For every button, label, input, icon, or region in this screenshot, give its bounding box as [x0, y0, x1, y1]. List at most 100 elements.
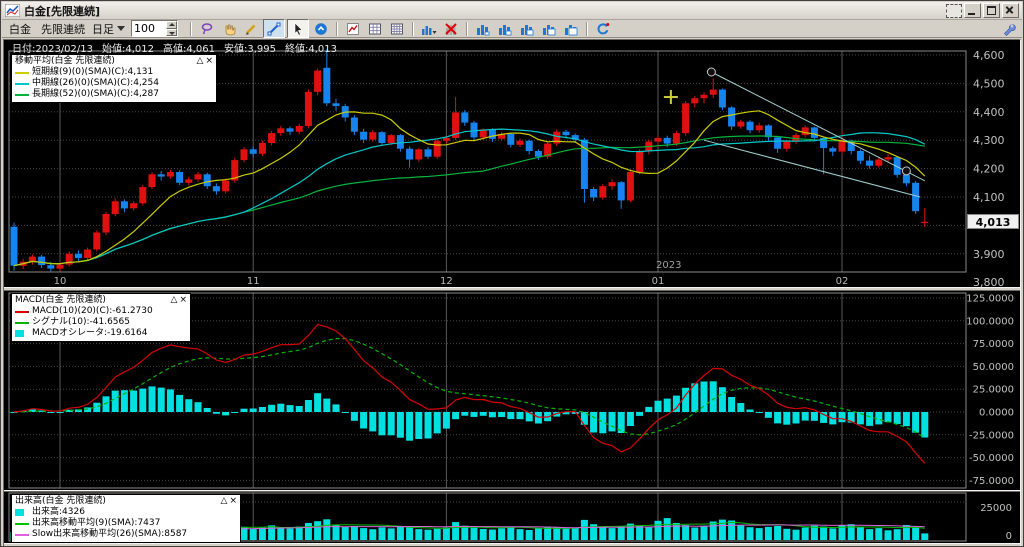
series-label[interactable]: 先限連続: [41, 22, 85, 36]
layout-icon-button[interactable]: [946, 3, 962, 18]
circle-arrow-icon: [315, 22, 327, 35]
trendline-handle[interactable]: [706, 67, 716, 77]
legend-collapse-button[interactable]: △: [220, 496, 228, 506]
quote-date: 日付:2023/02/13: [12, 44, 94, 55]
trendline-tool-button[interactable]: [263, 19, 285, 38]
svg-text:4,300: 4,300: [973, 134, 1005, 147]
volume-legend-title: 出来高(白金 先限連続): [15, 496, 106, 506]
svg-text:10: 10: [54, 276, 67, 287]
moving-average-lines: [13, 110, 926, 267]
cursor-select-tool-button[interactable]: [287, 19, 309, 38]
svg-text:4,100: 4,100: [973, 191, 1005, 204]
layout-2-icon: [499, 24, 512, 35]
ma-short-line: [13, 110, 926, 267]
svg-text:0.0000: 0.0000: [979, 408, 1014, 419]
lasso-select-tool-button[interactable]: [197, 20, 217, 37]
hand-pan-tool-button[interactable]: [219, 20, 239, 37]
grid-dense-icon: [391, 23, 403, 34]
chart-window-icon: [347, 22, 359, 35]
toolbar: 白金 先限連続 日足: [2, 19, 1022, 40]
legend-collapse-button[interactable]: △: [170, 295, 178, 305]
scroll-mode-button[interactable]: [311, 20, 331, 37]
legend-collapse-button[interactable]: △: [196, 56, 204, 66]
bottom-frame: [4, 543, 1020, 546]
svg-text:100.0000: 100.0000: [966, 316, 1014, 327]
svg-text:50.0000: 50.0000: [973, 362, 1014, 373]
svg-text:4,600: 4,600: [973, 49, 1005, 62]
grid-large-button[interactable]: [387, 20, 407, 37]
cursor-icon: [294, 21, 303, 36]
quote-info-bar: 日付:2023/02/13 始値:4,012 高値:4,061 安値:3,995 終値:…: [12, 40, 346, 55]
quote-open: 始値:4,012: [102, 44, 155, 55]
window-title: 白金[先限連続]: [24, 4, 101, 18]
legend-item: MACDオシレータ:-19.6164: [15, 328, 187, 339]
minimize-button[interactable]: [964, 3, 981, 18]
timeframe-select[interactable]: 日足: [92, 21, 125, 37]
trendline[interactable]: [711, 71, 926, 182]
settings-wrench-button[interactable]: [1002, 21, 1016, 40]
legend-item: 出来高:4326: [15, 507, 237, 518]
refresh-button[interactable]: [593, 20, 613, 37]
svg-text:01: 01: [652, 276, 665, 287]
legend-item: 長期線(52)(0)(SMA)(C):4,287: [15, 89, 213, 100]
trendline[interactable]: [703, 139, 921, 198]
pencil-tool-button[interactable]: [241, 20, 261, 37]
macd-legend: MACD(白金 先限連続) △ × MACD(10)(20)(C):-61.273…: [11, 293, 191, 342]
macd-axis-labels: 125.0000 100.0000 75.0000 50.0000 25.0000 0.0…: [966, 294, 1014, 487]
svg-text:0: 0: [1006, 531, 1012, 542]
layout-preset-5-button[interactable]: [561, 20, 581, 37]
layout-preset-3-button[interactable]: [517, 20, 537, 37]
macd-legend-title: MACD(白金 先限連続): [15, 295, 106, 305]
price-axis-labels: 4,600 4,500 4,400 4,300 4,200 4,100 3,900 3,800: [973, 49, 1005, 287]
svg-text:11: 11: [247, 276, 260, 287]
drawn-annotations: [703, 67, 926, 198]
svg-text:12: 12: [440, 276, 453, 287]
macd-signal-line: [13, 337, 926, 439]
pencil-icon: [246, 24, 256, 35]
legend-close-button[interactable]: ×: [205, 56, 213, 66]
bar-count-stepper: [131, 20, 178, 37]
grid-small-button[interactable]: [365, 20, 385, 37]
spin-up-button[interactable]: [166, 21, 177, 29]
panel-separator[interactable]: [4, 287, 1020, 291]
current-price-tag: 4,013: [967, 214, 1019, 229]
spin-down-button[interactable]: [166, 28, 177, 36]
ma-legend: 移動平均(白金 先限連続) △ × 短期線(9)(0)(SMA)(C):4,131…: [11, 54, 217, 103]
delete-chart-icon: [445, 22, 457, 35]
legend-item: 中期線(26)(0)(SMA)(C):4,254: [15, 78, 213, 89]
instrument-label[interactable]: 白金: [9, 22, 31, 36]
ma-legend-title: 移動平均(白金 先限連続): [15, 56, 115, 66]
chart-style-button[interactable]: [419, 20, 439, 37]
legend-close-button[interactable]: ×: [179, 295, 187, 305]
legend-item: シグナル(10):-41.6565: [15, 317, 187, 328]
chevron-down-icon: [117, 26, 125, 31]
svg-text:75.0000: 75.0000: [973, 339, 1014, 350]
layout-preset-2-button[interactable]: [495, 20, 515, 37]
panel-separator[interactable]: [4, 490, 1020, 492]
remove-indicator-button[interactable]: [441, 20, 461, 37]
volume-axis-labels: 25000 0: [980, 503, 1012, 542]
layout-preset-4-button[interactable]: [539, 20, 559, 37]
quote-close: 終値:4,013: [285, 44, 338, 55]
new-chart-button[interactable]: [343, 20, 363, 37]
bar-chart-icon: [422, 25, 437, 35]
layout-preset-1-button[interactable]: [473, 20, 493, 37]
svg-text:25000: 25000: [980, 503, 1012, 514]
bar-count-input[interactable]: [132, 21, 166, 36]
legend-close-button[interactable]: ×: [229, 496, 237, 506]
macd-histogram: [10, 381, 929, 441]
quote-low: 安値:3,995: [224, 44, 277, 55]
svg-text:3,800: 3,800: [973, 276, 1005, 287]
svg-text:-25.0000: -25.0000: [969, 430, 1014, 441]
trendline-handle[interactable]: [901, 166, 911, 176]
time-axis-labels: 10 11 12 01 02 2023: [54, 260, 849, 287]
close-button[interactable]: [1002, 3, 1019, 18]
layout-4-icon: [543, 24, 556, 35]
legend-item: MACD(10)(20)(C):-61.2730: [15, 306, 187, 317]
layout-5-icon: [565, 24, 578, 35]
layout-1-icon: [477, 24, 490, 35]
maximize-button[interactable]: [983, 3, 1000, 18]
ma-mid-line: [13, 128, 926, 267]
maximize-icon: [987, 6, 996, 15]
